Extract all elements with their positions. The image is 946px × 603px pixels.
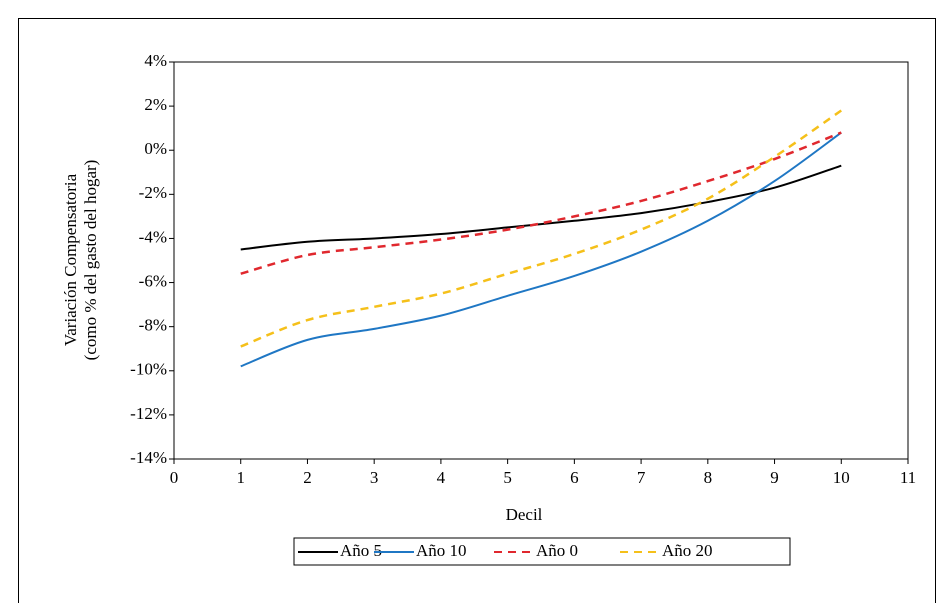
series-line: [240, 164, 842, 251]
x-tick-label: 1: [236, 468, 245, 487]
legend-label: Año 20: [662, 541, 713, 560]
x-tick-label: 0: [170, 468, 179, 487]
plot-area: [173, 61, 909, 460]
x-tick-label: 10: [833, 468, 850, 487]
y-axis-label-line: Variación Compensatoria: [61, 173, 80, 346]
legend-label: Año 5: [340, 541, 382, 560]
y-tick-label: -14%: [130, 448, 167, 467]
y-tick-label: -8%: [139, 316, 167, 335]
y-tick-label: 4%: [144, 51, 167, 70]
x-tick-label: 5: [503, 468, 512, 487]
y-tick-label: -2%: [139, 183, 167, 202]
y-axis-label: Variación Compensatoria (como % del gast…: [61, 160, 100, 361]
x-tick-label: 8: [704, 468, 713, 487]
x-tick-label: 3: [370, 468, 379, 487]
y-axis-label-line: (como % del gasto del hogar): [81, 160, 100, 361]
legend-label: Año 10: [416, 541, 467, 560]
frame: [18, 18, 936, 603]
x-tick-label: 4: [437, 468, 446, 487]
y-tick-label: -6%: [139, 271, 167, 290]
x-tick-label: 2: [303, 468, 312, 487]
legend: [293, 537, 791, 566]
x-axis-label: Decil: [506, 505, 543, 524]
x-tick-label: 6: [570, 468, 579, 487]
x-tick-label: 7: [637, 468, 646, 487]
y-tick-label: -10%: [130, 360, 167, 379]
y-tick-label: -4%: [139, 227, 167, 246]
y-tick-label: -12%: [130, 404, 167, 423]
legend-label: Año 0: [536, 541, 578, 560]
y-tick-label: 2%: [144, 95, 167, 114]
series-line: [240, 109, 842, 348]
x-tick-label: 9: [770, 468, 779, 487]
x-tick-label: 11: [900, 468, 916, 487]
series-line: [240, 131, 842, 275]
y-tick-label: 0%: [144, 139, 167, 158]
series-line: [240, 131, 842, 368]
